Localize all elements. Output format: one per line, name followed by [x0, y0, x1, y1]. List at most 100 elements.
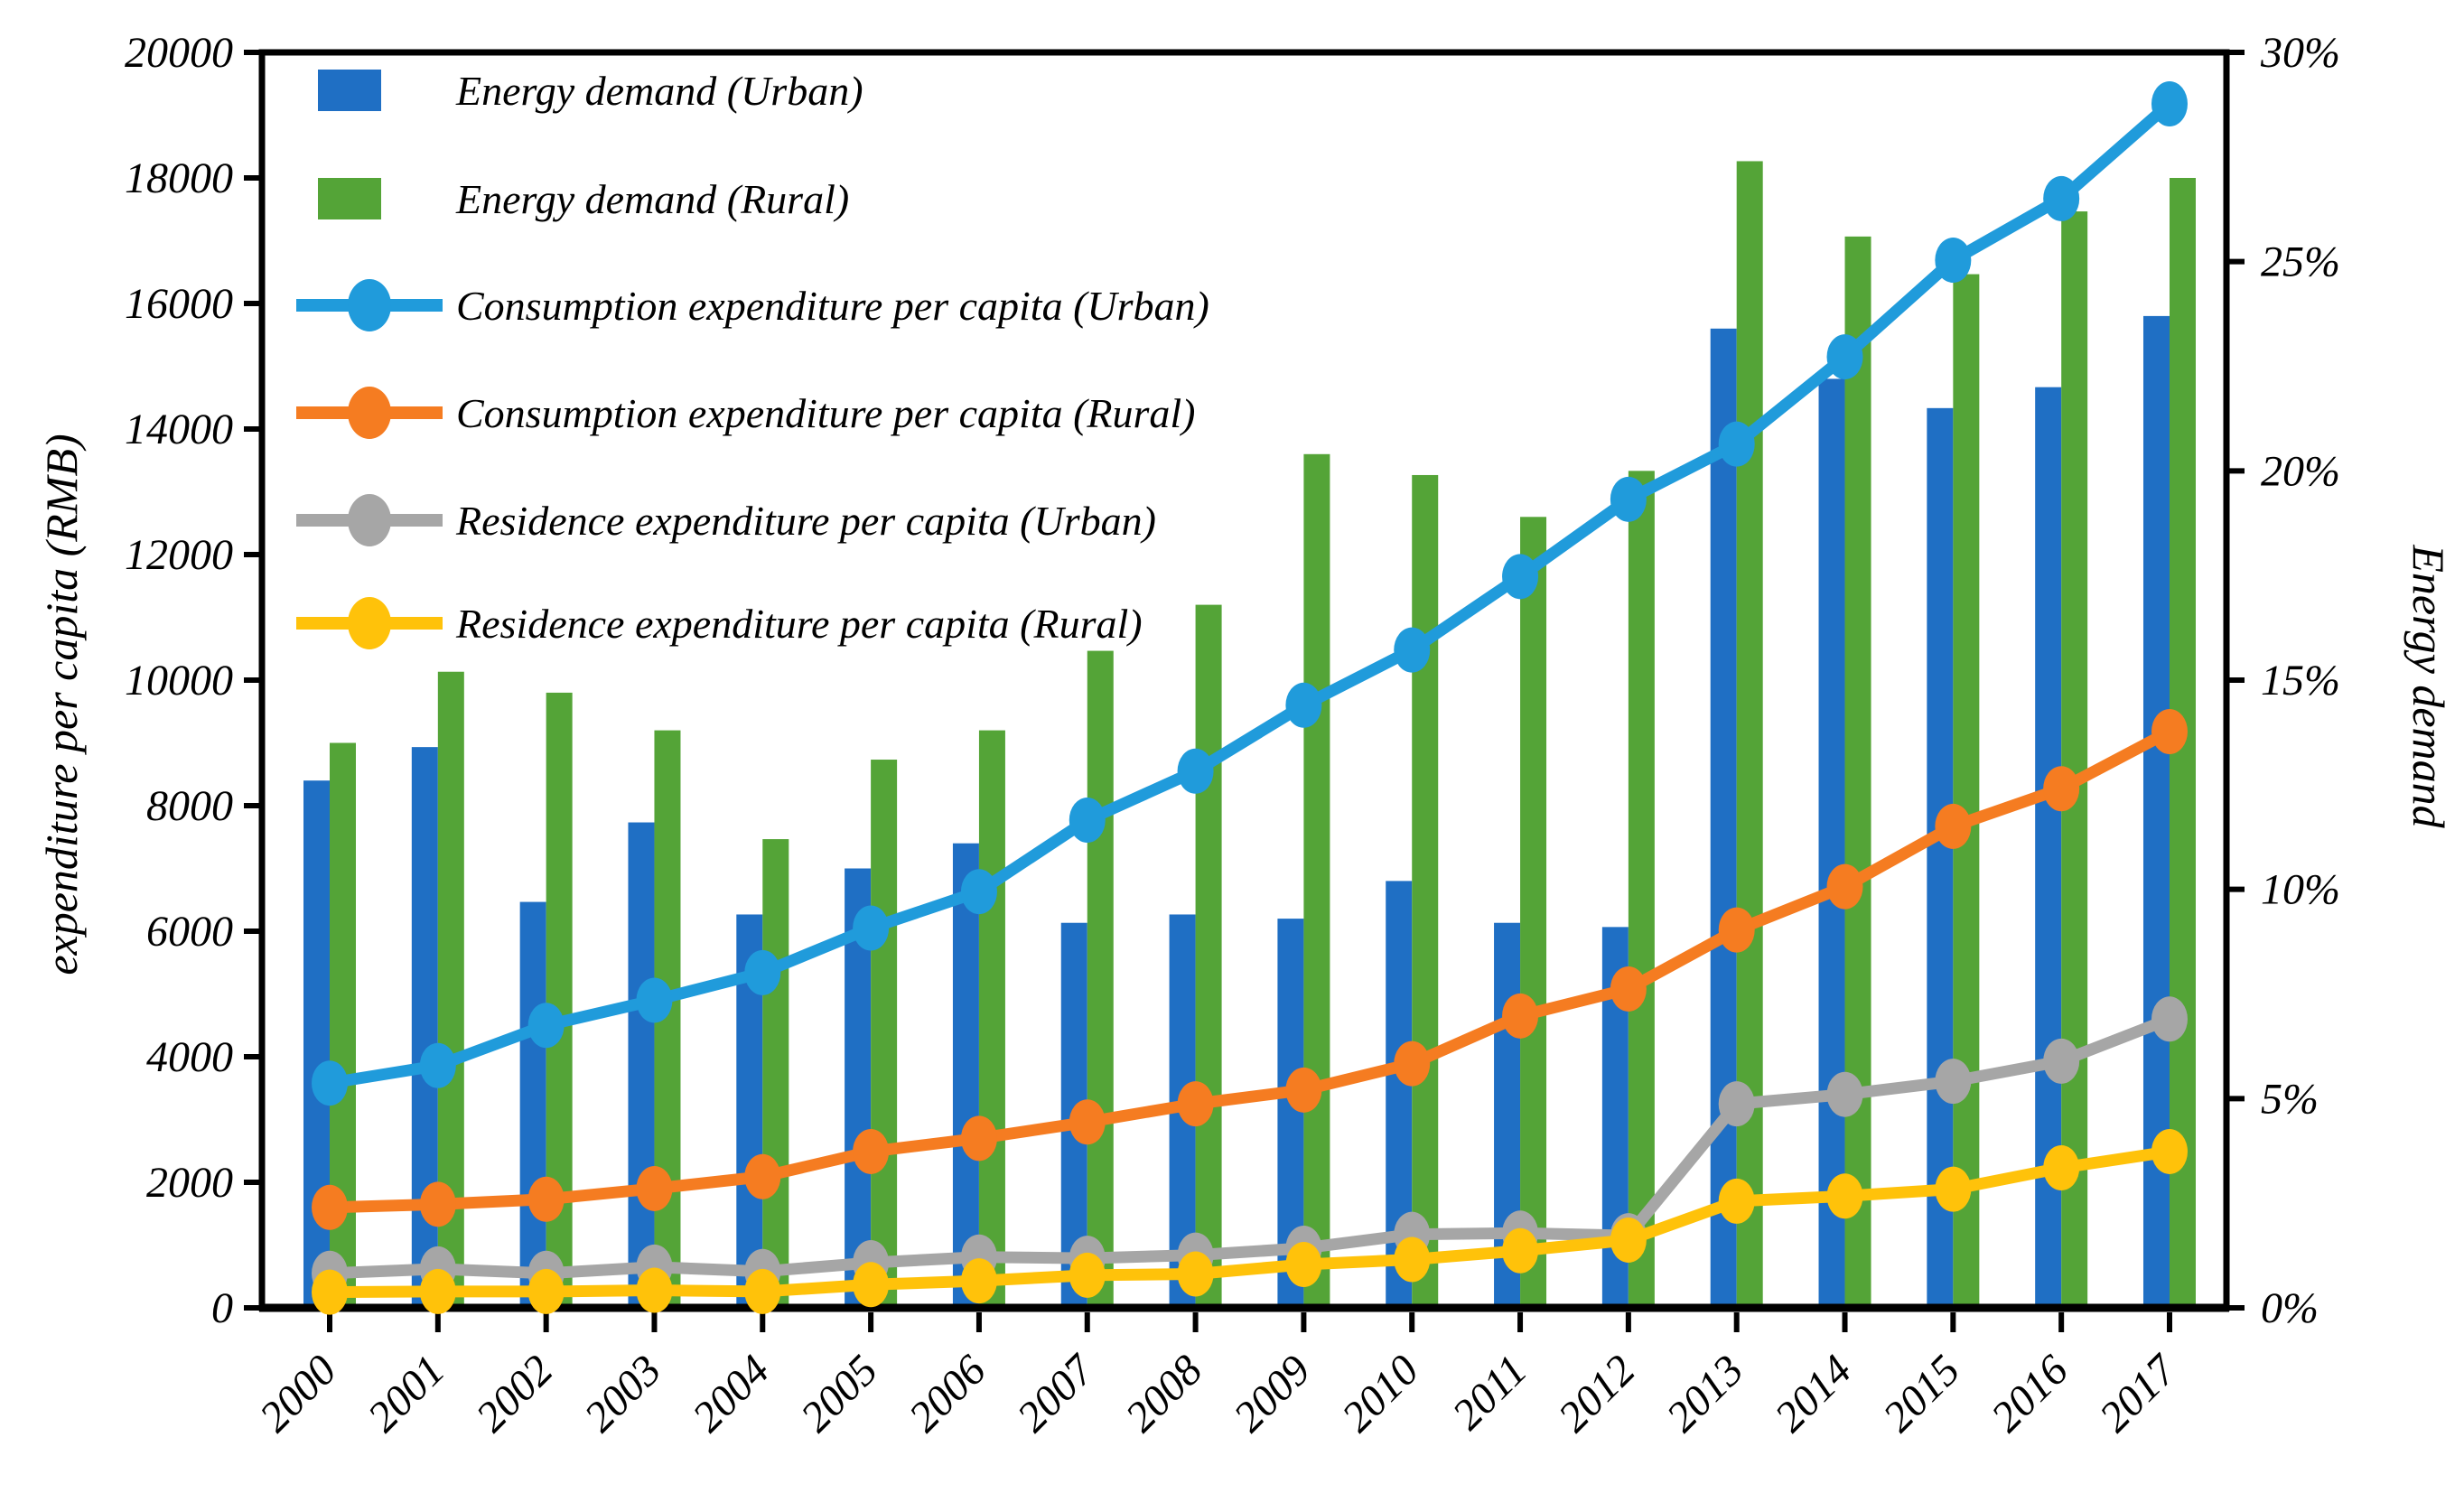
bar-rural-2005 [871, 760, 898, 1308]
line-marker-0-2014 [1826, 334, 1863, 380]
bar-urban-2006 [952, 843, 979, 1308]
bar-urban-2003 [628, 822, 655, 1308]
line-marker-1-2011 [1502, 993, 1539, 1039]
line-marker-0-2007 [1069, 797, 1106, 843]
bar-rural-2016 [2061, 211, 2088, 1309]
bar-rural-2010 [1412, 474, 1439, 1308]
line-marker-2-2017 [2151, 996, 2188, 1042]
bar-rural-2007 [1087, 650, 1114, 1308]
line-marker-3-2011 [1502, 1227, 1539, 1274]
left-axis-tick-label: 18000 [125, 154, 233, 202]
line-marker-1-2007 [1069, 1099, 1106, 1145]
right-axis-tick-label: 5% [2261, 1075, 2319, 1123]
line-marker-3-2010 [1394, 1236, 1431, 1283]
left-axis-tick-label: 4000 [146, 1033, 233, 1081]
bar-rural-2011 [1520, 517, 1547, 1308]
line-marker-0-2017 [2151, 80, 2188, 126]
line-marker-0-2004 [744, 949, 781, 995]
bar-rural-2013 [1736, 161, 1763, 1308]
line-series-1 [329, 726, 2173, 1214]
line-marker-1-2016 [2043, 766, 2080, 812]
bar-rural-2014 [1844, 236, 1871, 1308]
left-axis-tick-label: 16000 [125, 280, 233, 328]
line-marker-3-2000 [312, 1269, 348, 1315]
line-marker-0-2011 [1502, 554, 1539, 600]
line-marker-2-2014 [1826, 1071, 1863, 1117]
line-marker-1-2003 [636, 1165, 673, 1211]
left-axis-tick-label: 6000 [146, 908, 233, 956]
right-axis-tick-label: 25% [2261, 238, 2340, 286]
right-axis-tick-label: 20% [2261, 447, 2340, 495]
line-marker-0-2009 [1285, 682, 1322, 728]
legend-swatch-marker-4 [348, 494, 391, 546]
line-marker-2-2015 [1935, 1059, 1972, 1105]
line-marker-2-2016 [2043, 1038, 2080, 1084]
left-axis-tick-label: 2000 [146, 1159, 233, 1207]
line-marker-0-2001 [419, 1042, 456, 1088]
line-marker-0-2010 [1394, 627, 1431, 673]
right-axis-title: Energy demand [2403, 544, 2454, 828]
bar-rural-2015 [1953, 274, 1980, 1309]
line-marker-1-2012 [1610, 966, 1647, 1012]
line-marker-1-2006 [960, 1115, 997, 1162]
legend-swatch-marker-3 [348, 387, 391, 439]
left-axis-tick-label: 8000 [146, 782, 233, 830]
right-axis-tick-label: 30% [2260, 29, 2340, 77]
legend-label: Consumption expenditure per capita (Rura… [456, 390, 1196, 436]
line-marker-3-2016 [2043, 1145, 2080, 1191]
left-axis-title: expenditure per capita (RMB) [36, 434, 87, 975]
line-marker-1-2004 [744, 1153, 781, 1199]
line-marker-0-2008 [1177, 748, 1214, 794]
line-marker-3-2008 [1177, 1251, 1214, 1297]
line-marker-3-2014 [1826, 1173, 1863, 1219]
line-marker-1-2001 [419, 1181, 456, 1227]
bar-rural-2006 [978, 730, 1005, 1308]
line-marker-3-2005 [853, 1262, 890, 1308]
bar-rural-2004 [762, 839, 789, 1308]
bar-urban-2014 [1818, 378, 1845, 1308]
line-series-0 [328, 99, 2174, 1089]
line-marker-0-2013 [1718, 421, 1755, 467]
right-axis-tick-label: 0% [2261, 1284, 2319, 1332]
line-marker-3-2003 [636, 1267, 673, 1313]
line-marker-0-2016 [2043, 175, 2080, 221]
line-marker-3-2012 [1610, 1217, 1647, 1263]
line-marker-1-2013 [1718, 907, 1755, 953]
legend-swatch-bar-0 [318, 70, 381, 111]
line-marker-0-2012 [1610, 476, 1647, 522]
legend-label: Residence expenditure per capita (Rural) [455, 601, 1143, 647]
line-marker-1-2015 [1935, 803, 1972, 849]
line-marker-1-2000 [312, 1184, 348, 1230]
line-marker-3-2001 [419, 1268, 456, 1314]
legend-swatch-bar-1 [318, 178, 381, 219]
line-marker-0-2003 [636, 977, 673, 1023]
line-marker-1-2008 [1177, 1081, 1214, 1127]
legend-label: Consumption expenditure per capita (Urba… [456, 283, 1209, 329]
line-marker-1-2017 [2151, 708, 2188, 754]
bar-urban-2002 [519, 901, 546, 1308]
line-marker-1-2009 [1285, 1067, 1322, 1113]
bar-rural-2009 [1303, 453, 1330, 1308]
left-axis-tick-label: 10000 [125, 657, 233, 705]
line-marker-3-2006 [960, 1258, 997, 1304]
left-axis-tick-label: 0 [211, 1284, 233, 1332]
line-marker-0-2002 [527, 1003, 565, 1049]
line-marker-1-2010 [1394, 1040, 1431, 1087]
left-axis-tick-label: 14000 [125, 406, 233, 453]
bar-rural-2008 [1195, 604, 1222, 1308]
line-marker-3-2002 [527, 1268, 565, 1314]
legend-swatch-marker-2 [348, 279, 391, 331]
right-axis-tick-label: 15% [2261, 657, 2340, 705]
line-marker-1-2014 [1826, 863, 1863, 910]
line-marker-3-2009 [1285, 1242, 1322, 1288]
line-marker-3-2013 [1718, 1178, 1755, 1224]
line-marker-3-2004 [744, 1268, 781, 1314]
legend-label: Residence expenditure per capita (Urban) [455, 498, 1156, 544]
line-marker-0-2000 [312, 1060, 348, 1106]
legend-swatch-marker-5 [348, 597, 391, 649]
left-axis-tick-label: 20000 [125, 29, 233, 77]
legend-label: Energy demand (Urban) [455, 68, 863, 114]
right-axis-tick-label: 10% [2261, 866, 2340, 914]
line-marker-0-2006 [960, 869, 997, 915]
